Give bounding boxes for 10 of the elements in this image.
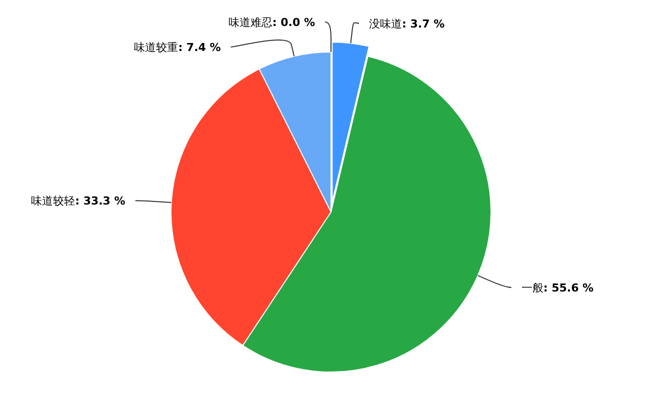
data-label: : 55.6 % [543, 280, 594, 294]
category-label: 味道难忍 [228, 16, 272, 28]
slice-label: 味道较重 [134, 40, 178, 54]
text: : 0.0 % [272, 16, 315, 28]
slice-label: 没味道 [369, 16, 402, 30]
slice-label: 一般 [521, 280, 544, 294]
data-label: : 7.4 % [178, 40, 221, 54]
data-label: : 3.7 % [402, 16, 445, 30]
slice-label: 味道较轻 [31, 194, 76, 208]
data-label: : 33.3 % [75, 194, 126, 208]
